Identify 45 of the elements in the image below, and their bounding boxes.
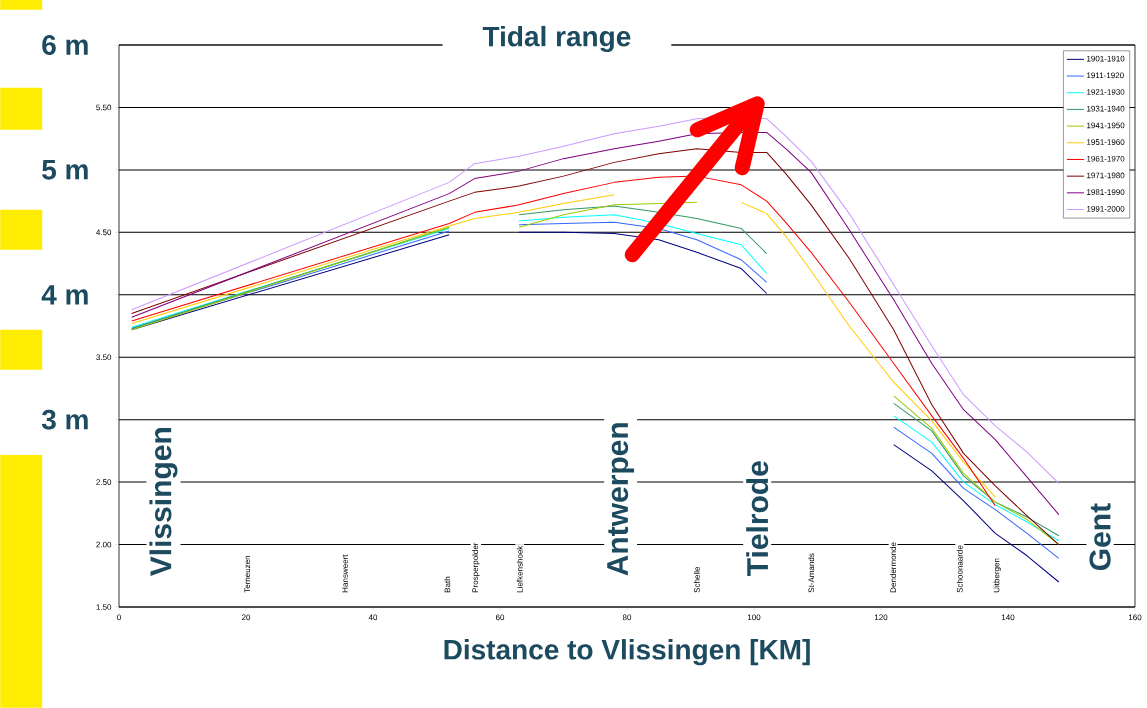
- x-tick-label: 80: [622, 614, 632, 621]
- x-tick-label: 0: [117, 614, 121, 621]
- y-tick-label: 2.00: [96, 541, 112, 548]
- legend-label: 1911-1920: [1087, 72, 1124, 79]
- x-tick-label: 20: [241, 614, 251, 621]
- legend-label: 1981-1990: [1087, 189, 1125, 195]
- annotation: Uitbergen: [993, 558, 1001, 593]
- y-tick-label: 3.50: [96, 354, 112, 361]
- annotation: Liefkenshoek: [516, 545, 523, 593]
- y2-tick-label: 6 m: [42, 35, 88, 55]
- y2-tick-label: 5 m: [42, 160, 88, 180]
- annotation: Bath: [444, 576, 451, 593]
- y-tick-label: 2.50: [96, 479, 112, 485]
- x-tick-label: 140: [1001, 614, 1015, 621]
- x-tick-label: 160: [1128, 614, 1142, 621]
- legend-label: 1901-1910: [1087, 55, 1125, 62]
- y-tick-label: 4.50: [96, 229, 112, 236]
- annotation: Dendermonde: [890, 542, 897, 593]
- legend-label: 1951-1960: [1087, 139, 1125, 145]
- annotation: Prosperpolder: [472, 542, 480, 593]
- legend-label: 1931-1940: [1087, 105, 1125, 112]
- y2-tick-label: 4 m: [41, 285, 88, 305]
- x-tick-label: 60: [495, 614, 505, 621]
- annotation: Vlissingen: [149, 428, 178, 577]
- y-tick-label: 5.50: [96, 104, 112, 111]
- annotation: Hansweert: [342, 554, 348, 593]
- x-tick-label: 100: [747, 614, 761, 621]
- annotation: Gent: [1089, 503, 1111, 571]
- legend-label: 1971-1980: [1087, 172, 1125, 179]
- annotation: Terneuzen: [244, 555, 251, 593]
- x-tick-label: 120: [874, 614, 888, 621]
- annotation: Antwerpen: [607, 423, 635, 576]
- legend-label: 1961-1970: [1087, 155, 1125, 162]
- y-tick-label: 1.50: [96, 604, 112, 610]
- legend-label: 1991-2000: [1087, 205, 1125, 212]
- x-tick-label: 40: [368, 614, 378, 621]
- y2-tick-label: 3 m: [41, 409, 88, 430]
- x-axis-title: Distance to Vlissingen [KM]: [444, 639, 810, 666]
- annotation: Tielrode: [746, 461, 769, 576]
- legend-label: 1921-1930: [1087, 89, 1125, 95]
- annotation: St-Amands: [808, 553, 815, 593]
- legend-label: 1941-1950: [1087, 122, 1125, 129]
- chart-title: Tidal range: [482, 25, 631, 53]
- annotation: Schoonaarde: [956, 545, 963, 593]
- annotation: Schelle: [693, 566, 700, 593]
